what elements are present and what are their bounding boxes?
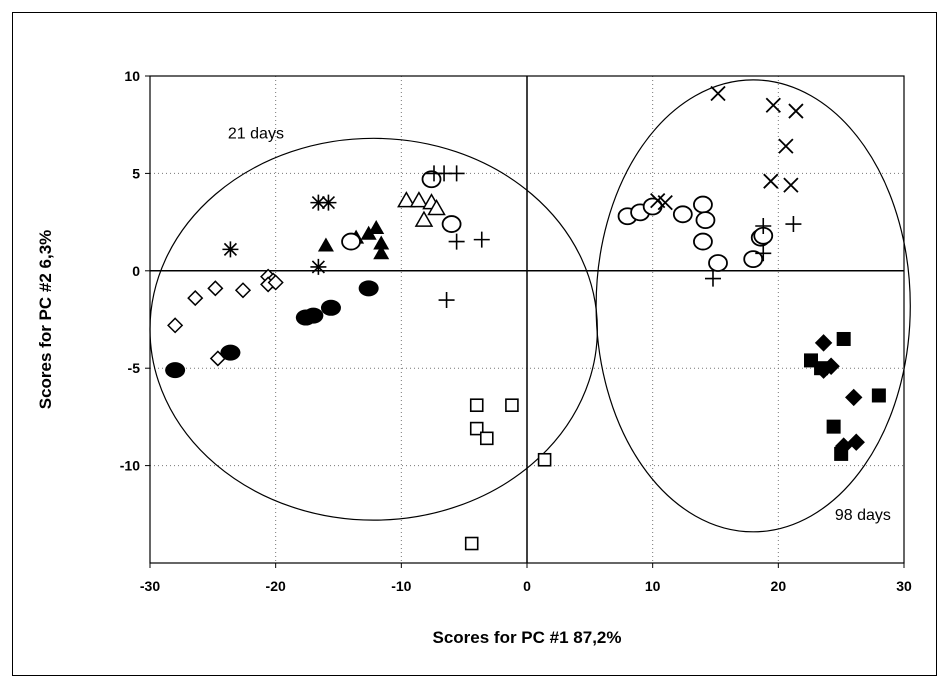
plus-marker bbox=[755, 245, 772, 262]
open-circle-marker bbox=[421, 170, 442, 189]
cross-marker bbox=[763, 173, 779, 189]
cross-marker bbox=[657, 194, 673, 211]
filled-diamond-marker bbox=[845, 388, 863, 407]
plus-marker bbox=[704, 270, 721, 287]
plus-marker bbox=[755, 217, 772, 234]
plus-marker bbox=[448, 233, 465, 250]
series-open-triangle bbox=[397, 191, 446, 227]
y-tick-label: -5 bbox=[128, 360, 141, 376]
filled-triangle-marker bbox=[373, 245, 390, 260]
open-diamond-marker bbox=[234, 282, 252, 299]
filled-diamond-marker bbox=[847, 433, 865, 451]
filled-square-marker bbox=[871, 388, 886, 403]
pca-score-chart: -30 -20 -10 0 10 20 30 -10 -5 0 5 10 21 days 98 day… bbox=[36, 68, 912, 647]
annotation-98-days: 98 days bbox=[835, 507, 891, 524]
open-triangle-marker bbox=[414, 210, 434, 227]
cross-marker bbox=[783, 177, 799, 193]
y-tick-label: 10 bbox=[124, 68, 140, 84]
tick-labels: -30 -20 -10 0 10 20 30 -10 -5 0 5 10 bbox=[120, 68, 912, 594]
open-square-marker bbox=[479, 431, 494, 446]
asterisk-marker bbox=[310, 258, 327, 275]
filled-diamond-marker bbox=[822, 357, 840, 375]
filled-circle-marker bbox=[358, 280, 379, 297]
group-ellipses bbox=[149, 79, 911, 533]
asterisk-marker bbox=[222, 241, 239, 258]
open-circle-marker bbox=[695, 211, 716, 230]
open-circle-marker bbox=[693, 232, 713, 251]
x-axis-title: Scores for PC #1 87,2% bbox=[433, 628, 622, 647]
filled-circle-marker bbox=[320, 299, 341, 316]
filled-triangle-marker bbox=[360, 225, 377, 240]
series-asterisk bbox=[222, 194, 337, 275]
plus-marker bbox=[448, 165, 465, 182]
axis-layer bbox=[145, 75, 905, 568]
plus-marker bbox=[438, 292, 455, 309]
x-tick-label: 10 bbox=[645, 578, 661, 594]
plus-marker bbox=[473, 231, 490, 248]
y-tick-label: -10 bbox=[120, 458, 140, 474]
x-tick-label: -30 bbox=[140, 578, 160, 594]
x-tick-label: 20 bbox=[771, 578, 787, 594]
open-diamond-marker bbox=[167, 317, 184, 334]
open-triangle-marker bbox=[409, 191, 429, 208]
series-cross bbox=[650, 85, 804, 211]
filled-square-marker bbox=[826, 419, 841, 434]
open-circle-marker bbox=[708, 254, 728, 272]
open-circle-marker bbox=[693, 195, 713, 214]
cross-marker bbox=[710, 85, 726, 102]
filled-square-marker bbox=[836, 331, 851, 346]
plus-marker bbox=[785, 216, 802, 233]
filled-triangle-marker bbox=[373, 235, 390, 250]
series-filled-circle bbox=[165, 280, 379, 379]
cross-marker bbox=[765, 97, 781, 113]
filled-diamond-marker bbox=[814, 334, 833, 352]
y-tick-label: 0 bbox=[132, 263, 140, 279]
asterisk-marker bbox=[320, 194, 337, 211]
series-filled-diamond bbox=[814, 334, 865, 455]
filled-triangle-marker bbox=[317, 237, 334, 252]
chart-frame: -30 -20 -10 0 10 20 30 -10 -5 0 5 10 21 days 98 day… bbox=[12, 12, 937, 676]
x-tick-label: 0 bbox=[523, 578, 531, 594]
group-ellipse-0 bbox=[149, 137, 598, 521]
series-open-diamond bbox=[167, 268, 284, 367]
filled-circle-marker bbox=[303, 307, 324, 324]
open-diamond-marker bbox=[267, 274, 284, 291]
series-open-circle bbox=[341, 170, 774, 272]
x-tick-label: -10 bbox=[391, 578, 411, 594]
cross-marker bbox=[778, 138, 794, 154]
filled-circle-marker bbox=[220, 344, 241, 361]
open-diamond-marker bbox=[187, 290, 204, 307]
open-circle-marker bbox=[441, 215, 462, 233]
filled-circle-marker bbox=[165, 362, 186, 379]
open-triangle-marker bbox=[427, 198, 446, 216]
open-square-marker bbox=[464, 536, 479, 551]
open-square-marker bbox=[505, 398, 519, 413]
open-circle-marker bbox=[743, 250, 764, 269]
y-axis-title: Scores for PC #2 6,3% bbox=[36, 230, 55, 410]
open-diamond-marker bbox=[207, 280, 224, 297]
cross-marker bbox=[788, 103, 804, 119]
series-open-square bbox=[464, 398, 552, 551]
group-ellipse-1 bbox=[595, 79, 911, 533]
open-circle-marker bbox=[341, 232, 361, 251]
filled-triangle-marker bbox=[368, 219, 385, 234]
open-triangle-marker bbox=[397, 191, 416, 208]
open-square-marker bbox=[469, 421, 484, 436]
open-square-marker bbox=[537, 452, 552, 467]
y-tick-label: 5 bbox=[132, 165, 140, 181]
asterisk-marker bbox=[310, 194, 327, 211]
open-circle-marker bbox=[672, 205, 693, 224]
annotation-21-days: 21 days bbox=[228, 125, 284, 142]
x-tick-label: 30 bbox=[896, 578, 912, 594]
data-points bbox=[165, 85, 886, 551]
x-tick-label: -20 bbox=[266, 578, 286, 594]
series-plus bbox=[426, 165, 802, 309]
open-square-marker bbox=[469, 398, 484, 413]
